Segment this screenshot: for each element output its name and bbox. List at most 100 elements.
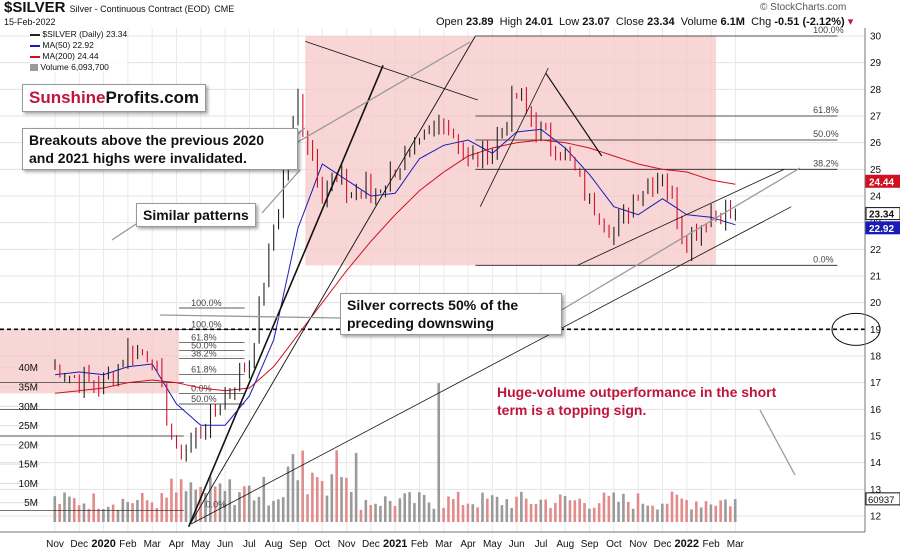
zone-2020-2021-range: [305, 36, 716, 266]
volume-bar: [651, 505, 654, 522]
x-tick-label: May: [483, 539, 502, 550]
legend: $SILVER (Daily) 23.34 MA(50) 22.92 MA(20…: [30, 29, 128, 73]
volume-bar: [306, 494, 309, 522]
chart-description: Silver - Continuous Contract (EOD): [69, 4, 211, 14]
fib-label-2020: 61.8%: [191, 333, 217, 343]
volume-bar: [714, 505, 718, 522]
fib-label-2020: 100.0%: [191, 319, 222, 329]
trend-down-dash: [545, 72, 603, 157]
volume-bar: [398, 498, 402, 522]
volume-tick-label: 35M: [19, 383, 38, 394]
volume-bar: [442, 507, 445, 522]
x-tick-label: Aug: [556, 539, 574, 550]
x-tick-label: Oct: [315, 539, 331, 550]
x-tick-label: 2020: [91, 538, 115, 550]
volume-bar: [199, 486, 202, 522]
volume-bar: [719, 500, 722, 522]
volume-bar: [733, 499, 737, 522]
volume-bar: [243, 486, 246, 522]
volume-bar: [510, 507, 513, 522]
price-tick-label: 14: [870, 458, 882, 469]
volume-bar: [218, 483, 222, 522]
price-tick-label: 21: [870, 272, 882, 283]
fib-label: 38.2%: [813, 158, 839, 168]
volume-tick-label: 30M: [19, 402, 38, 413]
legend-volume: Volume 6,093,700: [30, 62, 127, 73]
x-tick-label: May: [191, 539, 210, 550]
x-tick-label: 2021: [383, 538, 407, 550]
volume-bar: [588, 508, 591, 522]
volume-bar: [58, 503, 61, 522]
volume-bar: [247, 485, 251, 522]
x-tick-label: Nov: [629, 539, 647, 550]
x-tick-label: Jul: [243, 539, 256, 550]
volume-bars: [53, 383, 737, 522]
volume-bar: [563, 496, 567, 522]
pointer-similar-1: [261, 169, 301, 214]
volume-bar: [155, 508, 159, 522]
price-tick-label: 18: [870, 352, 882, 363]
x-tick-label: Dec: [70, 539, 88, 550]
volume-bar: [291, 454, 295, 522]
price-tick-label: 20: [870, 298, 882, 309]
volume-bar: [116, 509, 120, 522]
ohlc-readout: Open 23.89 High 24.01 Low 23.07 Close 23…: [436, 16, 854, 28]
fib-label: 100.0%: [813, 25, 844, 35]
volume-bar: [106, 506, 110, 522]
chart-date: 15-Feb-2022: [4, 17, 56, 27]
fib-label-2020: 50.0%: [191, 341, 217, 351]
ma200-line: [54, 139, 736, 394]
volume-note: Huge-volume outperformance in the short …: [497, 384, 777, 418]
volume-bar: [325, 495, 329, 522]
price-badge-label: 22.92: [869, 224, 894, 235]
fib-label: 61.8%: [813, 105, 839, 115]
volume-bar: [447, 496, 450, 522]
axes: 12131415161718192021222324252627282930No…: [0, 28, 900, 550]
price-badge: [865, 221, 900, 235]
legend-ma200: MA(200) 24.44: [30, 51, 127, 62]
volume-bar: [709, 504, 713, 522]
volume-bar: [602, 492, 606, 522]
volume-bar: [97, 508, 100, 522]
volume-bar: [665, 503, 669, 522]
copyright: © StockCharts.com: [760, 2, 847, 13]
x-tick-label: Sep: [289, 539, 307, 550]
volume-bar: [520, 491, 523, 522]
volume-bar: [607, 495, 611, 522]
volume-bar: [102, 509, 105, 522]
volume-bar: [646, 505, 650, 522]
volume-bar: [661, 503, 664, 522]
volume-bar: [675, 494, 679, 522]
volume-bar: [145, 500, 149, 522]
volume-bar: [301, 450, 304, 522]
fib-label: 0.0%: [813, 254, 834, 264]
volume-bar: [495, 496, 499, 522]
volume-bar: [257, 496, 261, 522]
volume-bar: [729, 506, 732, 522]
volume-bar: [204, 492, 207, 522]
price-badge-label: 24.44: [869, 177, 894, 188]
price-tick-label: 25: [870, 165, 882, 176]
volume-bar: [393, 505, 397, 522]
volume-bar: [539, 499, 543, 522]
legend-ma50: MA(50) 22.92: [30, 40, 127, 51]
volume-bar: [320, 481, 324, 522]
price-badge: [865, 174, 900, 188]
volume-bar: [213, 486, 217, 522]
trend-cross-1: [577, 168, 785, 266]
volume-bar: [111, 504, 115, 522]
volume-bar: [724, 499, 727, 522]
volume-bar: [379, 505, 382, 522]
volume-bar: [622, 493, 625, 522]
volume-tick-label: 15M: [19, 460, 38, 471]
price-tick-label: 26: [870, 138, 882, 149]
volume-bar: [476, 507, 479, 522]
breakouts-callout: Breakouts above the previous 2020 and 20…: [22, 128, 298, 170]
volume-bar: [699, 507, 703, 522]
volume-bar: [286, 466, 290, 522]
volume-bar: [184, 491, 188, 522]
volume-badge: [865, 492, 900, 506]
volume-bar: [189, 482, 193, 522]
price-tick-label: 17: [870, 378, 882, 389]
